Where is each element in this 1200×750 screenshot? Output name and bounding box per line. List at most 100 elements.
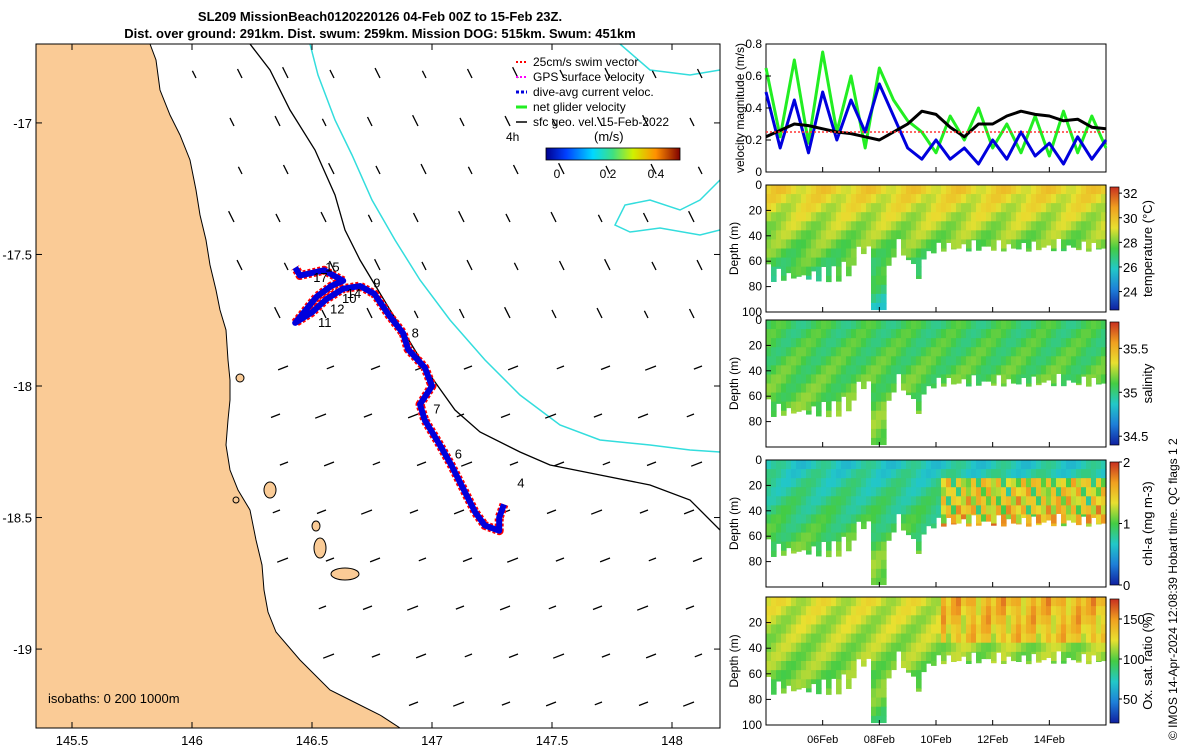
section-cell [981,469,987,479]
geo-velocity-arrow [467,166,473,175]
section-cell [921,248,927,259]
section-cell [771,401,777,412]
section-cell [786,374,792,385]
section-cell [801,633,807,644]
section-cell [941,194,947,204]
section-cell [836,624,842,635]
section-cell [1051,606,1057,616]
section-cell [826,505,832,516]
section-cell [991,505,997,516]
section-cell [876,568,882,579]
section-cell [801,347,807,357]
section-cell [1026,487,1032,497]
section-cell [1076,248,1082,251]
section-cell [801,203,807,213]
section-cell [981,374,987,382]
section-cell [976,514,982,525]
section-cell [781,248,787,259]
section-y-tick-label: 60 [749,389,763,403]
section-cell [981,597,987,607]
section-cell [876,338,882,348]
section-cell [1066,221,1072,231]
section-cell [986,320,992,330]
section-cell [1051,514,1057,525]
section-cell [1071,329,1077,339]
section-cell [881,478,887,488]
section-cell [871,203,877,213]
section-cell [876,706,882,717]
section-cell [866,320,872,330]
section-cell [1071,320,1077,330]
section-cell [816,487,822,497]
section-cell [871,670,877,680]
section-cell [1031,651,1037,655]
section-cell [966,523,972,527]
section-cell [911,230,917,241]
section-cell [1021,221,1027,231]
section-cell [956,514,962,524]
section-cell [1016,347,1022,357]
section-cell [781,606,787,616]
section-cell [1031,615,1037,626]
section-cell [786,523,792,534]
section-cell [901,230,907,241]
section-cell [1046,651,1052,658]
geo-velocity-arrow [452,701,465,707]
section-cell [821,365,827,376]
section-cell [906,496,912,506]
geo-velocity-arrow [316,509,327,515]
section-cell [881,532,887,543]
section-cell [916,203,922,213]
section-cell [1026,469,1032,479]
section-cell [831,460,837,470]
section-cell [786,356,792,366]
section-cell [951,615,957,626]
section-y-tick-label: 100 [742,305,762,319]
section-cell [831,651,837,662]
section-cell [781,597,787,607]
section-cell [921,221,927,231]
section-cell [876,266,882,277]
section-cell [936,239,942,243]
section-cell [1051,185,1057,195]
section-cell [896,347,902,357]
section-cell [906,633,912,644]
section-cell [781,679,787,690]
section-cell [956,496,962,506]
section-cell [831,365,837,376]
section-cell [826,496,832,506]
geo-velocity-arrow [325,557,335,562]
section-cell [786,266,792,274]
section-cell [781,487,787,497]
section-cell [926,239,932,250]
section-cell [776,469,782,479]
section-cell [876,392,882,403]
section-cell [1076,615,1082,626]
section-cell [811,194,817,204]
section-cell [881,633,887,644]
section-cell [871,320,877,330]
section-cell [916,633,922,644]
section-cell [956,338,962,348]
geo-velocity-arrow [367,214,373,223]
section-cell [981,514,987,522]
section-cell [786,670,792,680]
section-cell [826,329,832,339]
section-cell [1096,624,1102,635]
section-cell [991,487,997,497]
velocity-y-tick-label: 0.2 [745,133,762,147]
section-cell [821,329,827,339]
section-cell [816,550,822,557]
section-cell [826,266,832,277]
section-cell [961,514,967,520]
section-cell [1101,194,1107,204]
section-cell [896,505,902,515]
section-cell [971,487,977,497]
section-cell [801,478,807,488]
section-cell [1076,633,1082,644]
geo-velocity-arrow [236,68,243,79]
section-cell [866,478,872,488]
section-cell [1101,460,1107,470]
section-cell [1066,212,1072,222]
section-cell [786,383,792,394]
